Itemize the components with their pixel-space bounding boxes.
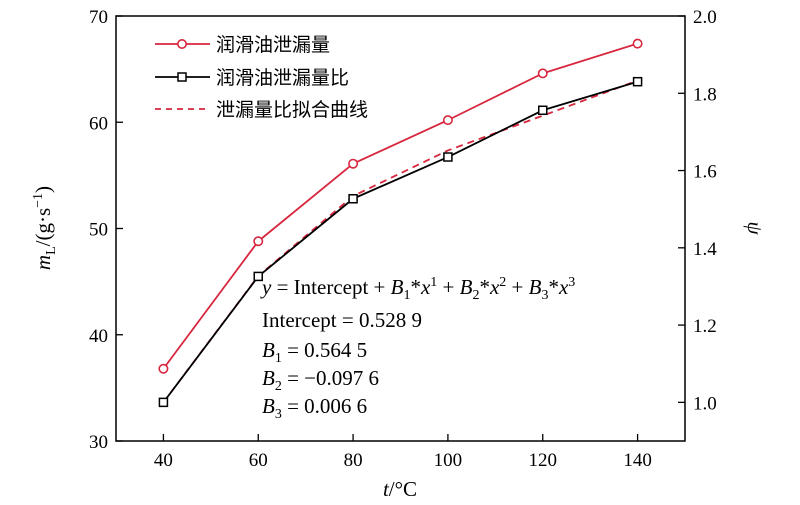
- fit-b3: B3 = 0.006 6: [262, 394, 367, 422]
- eq-b2: B: [460, 275, 473, 299]
- y-right-tick-label: 1.8: [693, 84, 717, 105]
- x-tick-label: 60: [249, 450, 268, 471]
- series-point-0: [348, 158, 359, 169]
- x-axis-title: t/°C: [383, 477, 417, 501]
- fit-annotation: y = Intercept + B1*x1 + B2*x2 + B3*x3 In…: [260, 275, 575, 422]
- b3-sub: 3: [275, 407, 282, 422]
- eq-x3: x: [558, 275, 569, 299]
- eq-p3: 3: [568, 275, 575, 290]
- series-line-2: [162, 79, 638, 403]
- eq-star2: *: [479, 275, 490, 299]
- eq-intercept: = Intercept +: [271, 275, 390, 299]
- x-tick-label: 120: [529, 450, 558, 471]
- y-left-title-rest: /(g·s: [31, 208, 55, 247]
- eq-b2-sub: 2: [472, 288, 479, 303]
- legend-marker-circle: [177, 38, 188, 49]
- series-point-1: [253, 271, 263, 282]
- y-left-tick-label: 30: [89, 432, 108, 453]
- b3-val: = 0.006 6: [282, 394, 367, 418]
- legend-marker-square: [177, 72, 187, 82]
- fit-intercept: Intercept = 0.528 9: [262, 308, 422, 332]
- b1-val: = 0.564 5: [282, 338, 367, 362]
- eq-b1: B: [391, 275, 404, 299]
- eq-p2: 2: [499, 275, 506, 290]
- legend-label-ratio: 润滑油泄漏量比: [216, 67, 349, 89]
- eq-b3: B: [529, 275, 542, 299]
- b1-sym: B: [262, 338, 275, 362]
- b1-sub: 1: [275, 351, 282, 366]
- ticks: 40 60 80 100 120 140 30 40 50 60 70 1.0 1.2 1.4 1.6 1.8…: [89, 7, 717, 471]
- x-tick-label: 100: [434, 450, 463, 471]
- fit-b2: B2 = −0.097 6: [262, 366, 379, 394]
- y-left-title-sup: −1: [31, 193, 46, 208]
- series-point-0: [442, 115, 453, 126]
- x-axis-title-symbol: t: [383, 477, 390, 501]
- y-right-tick-label: 1.4: [693, 239, 717, 260]
- x-axis-title-unit: /°C: [389, 477, 417, 501]
- y-right-tick-label: 1.6: [693, 162, 717, 183]
- eq-x2: x: [489, 275, 500, 299]
- legend-label-leak: 润滑油泄漏量: [216, 34, 330, 56]
- legend: 润滑油泄漏量 润滑油泄漏量比 泄漏量比拟合曲线: [155, 34, 368, 121]
- y-right-tick-label: 1.0: [693, 393, 717, 414]
- fit-b1: B1 = 0.564 5: [262, 338, 367, 366]
- y-left-tick-label: 50: [89, 220, 108, 241]
- y-left-title-close: ): [31, 186, 55, 193]
- fit-equation: y = Intercept + B1*x1 + B2*x2 + B3*x3: [260, 275, 575, 303]
- series-line-1: [162, 80, 638, 403]
- x-tick-label: 80: [344, 450, 363, 471]
- series-point-1: [538, 105, 548, 116]
- series-layer: [158, 38, 643, 408]
- b3-sym: B: [262, 394, 275, 418]
- eq-star3: *: [548, 275, 559, 299]
- series-point-0: [632, 38, 643, 49]
- series-line-0: [162, 42, 638, 370]
- eq-plus3: +: [506, 275, 528, 299]
- series-point-0: [537, 68, 548, 79]
- y-left-tick-label: 40: [89, 326, 108, 347]
- b2-val: = −0.097 6: [282, 366, 379, 390]
- y-right-tick-label: 2.0: [693, 7, 717, 28]
- y-axis-right-title: ψ: [743, 221, 767, 235]
- series-point-0: [158, 363, 169, 374]
- b2-sub: 2: [275, 379, 282, 394]
- x-tick-label: 140: [623, 450, 652, 471]
- y-right-tick-label: 1.2: [693, 316, 717, 337]
- y-left-tick-label: 70: [89, 7, 108, 28]
- series-point-1: [158, 397, 169, 408]
- eq-p1: 1: [430, 275, 437, 290]
- legend-label-fit: 泄漏量比拟合曲线: [216, 99, 368, 121]
- series-point-1: [348, 194, 358, 204]
- y-left-title-sub: L: [44, 246, 59, 255]
- y-axis-left-title: mL/(g·s−1): [31, 186, 59, 270]
- series-point-0: [253, 236, 264, 247]
- eq-x1: x: [420, 275, 431, 299]
- series-point-1: [632, 76, 643, 87]
- eq-plus2: +: [437, 275, 459, 299]
- series-point-1: [443, 152, 453, 162]
- eq-y: y: [260, 275, 272, 299]
- plot-frame: [115, 15, 686, 442]
- b2-sym: B: [262, 366, 275, 390]
- eq-star1: *: [410, 275, 421, 299]
- x-tick-label: 40: [154, 450, 173, 471]
- y-left-title-symbol: m: [31, 255, 55, 270]
- eq-b1-sub: 1: [403, 288, 410, 303]
- eq-b3-sub: 3: [541, 288, 548, 303]
- y-left-tick-label: 60: [89, 113, 108, 134]
